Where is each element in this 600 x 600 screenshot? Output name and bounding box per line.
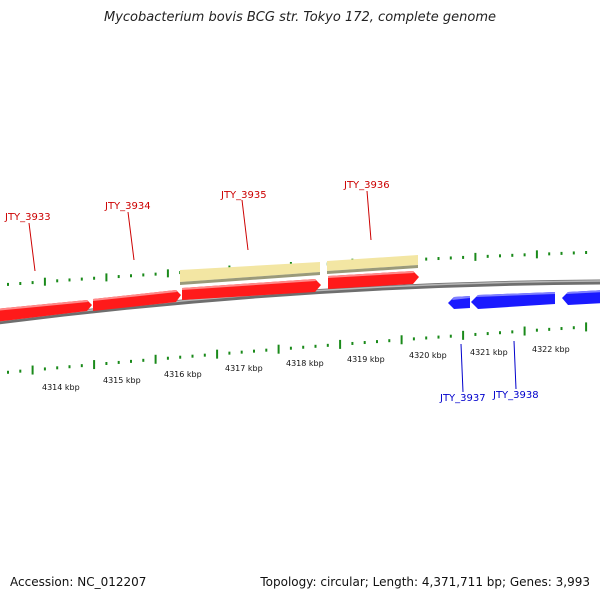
forward-label-leaders — [28, 190, 372, 272]
scale-label-4317: 4317 kbp — [225, 364, 263, 373]
gene-jty-3934[interactable] — [93, 290, 181, 311]
scale-label-4320: 4320 kbp — [409, 351, 447, 360]
gene-jty-3933[interactable] — [0, 300, 92, 322]
scale-label-4322: 4322 kbp — [532, 345, 570, 354]
scale-label-4314: 4314 kbp — [42, 383, 80, 392]
gene-label-jty-3933: JTY_3933 — [4, 212, 51, 223]
feature-band-2 — [327, 255, 418, 274]
accession-text: Accession: NC_012207 — [10, 575, 147, 589]
gene-label-jty-3935: JTY_3935 — [220, 190, 267, 201]
gene-label-jty-3934: JTY_3934 — [104, 201, 151, 212]
gene-partial-right[interactable] — [562, 290, 600, 305]
scale-label-4315: 4315 kbp — [103, 376, 141, 385]
lower-tick-track — [7, 322, 588, 375]
gene-jty-3937[interactable] — [448, 296, 470, 309]
scale-label-4316: 4316 kbp — [164, 370, 202, 379]
gene-label-jty-3936: JTY_3936 — [343, 180, 390, 191]
genome-stats-text: Topology: circular; Length: 4,371,711 bp… — [260, 575, 590, 589]
scale-label-4321: 4321 kbp — [470, 348, 508, 357]
reverse-label-leaders — [460, 340, 517, 393]
gene-label-jty-3937: JTY_3937 — [439, 393, 486, 404]
gene-jty-3938[interactable] — [471, 292, 555, 309]
gene-label-jty-3938: JTY_3938 — [492, 390, 539, 401]
map-title: Mycobacterium bovis BCG str. Tokyo 172, … — [104, 10, 496, 25]
gene-jty-3936[interactable] — [328, 271, 419, 289]
feature-band-1 — [180, 262, 320, 285]
scale-label-4319: 4319 kbp — [347, 355, 385, 364]
gene-jty-3935[interactable] — [182, 279, 321, 300]
scale-label-4318: 4318 kbp — [286, 359, 324, 368]
